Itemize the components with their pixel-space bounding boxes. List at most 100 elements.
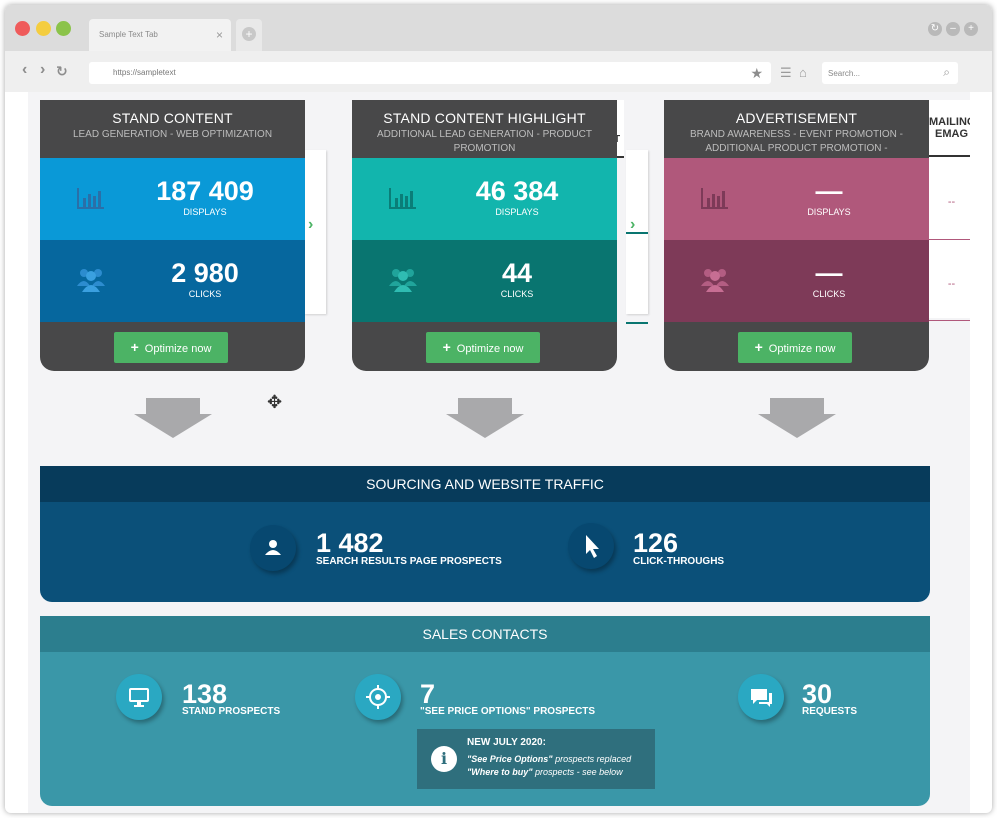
address-bar[interactable]: https://sampletext ★: [89, 62, 771, 84]
stand-prospects-label: STAND PROSPECTS: [182, 706, 281, 717]
clicks-value: 44: [501, 258, 533, 288]
displays-label: DISPLAYS: [807, 207, 851, 217]
chevron-right-icon[interactable]: ›: [630, 216, 636, 233]
tab-close-icon[interactable]: ×: [215, 28, 223, 42]
browser-toolbar: ‹ › ↻ https://sampletext ★ ☰ ⌂ Search...…: [5, 51, 992, 92]
peek-card-header-text: T: [614, 134, 621, 145]
chevron-right-icon[interactable]: ›: [308, 216, 314, 233]
clicks-band: 2 980 CLICKS: [40, 240, 305, 322]
clicks-value: 2 980: [171, 258, 239, 288]
maximize-window-button[interactable]: [56, 21, 71, 36]
new-feature-notice: i NEW JULY 2020: "See Price Options" pro…: [417, 729, 655, 789]
bookmark-star-icon[interactable]: ★: [750, 65, 763, 81]
optimize-now-button[interactable]: + Optimize now: [738, 332, 852, 363]
pointer-icon: [568, 523, 614, 569]
new-tab-button[interactable]: +: [236, 19, 262, 51]
panel-title: SOURCING AND WEBSITE TRAFFIC: [40, 466, 930, 502]
clicks-band: — CLICKS: [664, 240, 929, 322]
requests-label: REQUESTS: [802, 706, 858, 717]
forward-icon[interactable]: ›: [40, 61, 46, 78]
close-window-button[interactable]: [15, 21, 30, 36]
card-header: ADVERTISEMENT BRAND AWARENESS - EVENT PR…: [664, 100, 929, 168]
displays-label: DISPLAYS: [183, 207, 227, 217]
refresh-circle-icon[interactable]: ↻: [928, 22, 942, 36]
stand-content-highlight-card: STAND CONTENT HIGHLIGHT ADDITIONAL LEAD …: [352, 100, 617, 371]
next-card-peek[interactable]: ›: [304, 150, 326, 314]
reload-icon[interactable]: ↻: [56, 63, 68, 79]
displays-value: —: [815, 176, 843, 206]
card-header: STAND CONTENT HIGHLIGHT ADDITIONAL LEAD …: [352, 100, 617, 160]
minimize-window-button[interactable]: [36, 21, 51, 36]
optimize-now-label: Optimize now: [144, 343, 212, 355]
requests-value: 30: [802, 679, 833, 709]
optimize-now-button[interactable]: + Optimize now: [426, 332, 540, 363]
user-icon: [250, 525, 296, 571]
mailing-header-line1: MAILING: [929, 116, 970, 128]
card-header: STAND CONTENT LEAD GENERATION - WEB OPTI…: [40, 100, 305, 160]
down-arrow-icon: [758, 398, 836, 438]
card-subtitle: ADDITIONAL LEAD GENERATION - PRODUCT PRO…: [376, 129, 593, 154]
displays-value: 187 409: [156, 176, 254, 206]
users-group-icon: [77, 269, 105, 292]
users-group-icon: [389, 269, 417, 292]
sales-contacts-panel: SALES CONTACTS 138 STAND PROSPECTS 7 "SE…: [40, 616, 930, 806]
notice-title: NEW JULY 2020:: [467, 737, 546, 748]
click-throughs-label: CLICK-THROUGHS: [633, 556, 725, 567]
card-subtitle: LEAD GENERATION - WEB OPTIMIZATION: [72, 129, 273, 140]
bar-chart-icon: [701, 188, 728, 209]
displays-label: DISPLAYS: [495, 207, 539, 217]
monitor-icon: [116, 674, 162, 720]
info-icon: i: [431, 746, 457, 772]
bar-chart-icon: [389, 188, 416, 209]
tab-bar: Sample Text Tab × + ↻ – +: [5, 5, 992, 51]
url-text: https://sampletext: [113, 68, 176, 77]
target-icon: [355, 674, 401, 720]
displays-value: 46 384: [475, 176, 559, 206]
optimize-now-label: Optimize now: [456, 343, 524, 355]
card-title: ADVERTISEMENT: [735, 110, 858, 126]
card-title: STAND CONTENT HIGHLIGHT: [383, 110, 586, 126]
chat-icon: [738, 674, 784, 720]
home-icon[interactable]: ⌂: [799, 65, 807, 80]
notice-line-2-text: prospects - see below: [532, 767, 623, 777]
add-circle-icon[interactable]: +: [964, 22, 978, 36]
browser-tab[interactable]: Sample Text Tab ×: [89, 19, 231, 51]
panel-title: SALES CONTACTS: [40, 616, 930, 652]
mailing-card-peek: MAILING EMAG -- --: [929, 100, 970, 321]
displays-band: 46 384 DISPLAYS: [352, 158, 617, 240]
optimize-now-button[interactable]: + Optimize now: [114, 332, 228, 363]
price-options-value: 7: [420, 679, 436, 709]
plus-icon: +: [242, 27, 256, 41]
users-group-icon: [701, 269, 729, 292]
clicks-label: CLICKS: [500, 289, 534, 299]
displays-band: 187 409 DISPLAYS: [40, 158, 305, 240]
back-icon[interactable]: ‹: [22, 61, 28, 78]
clicks-label: CLICKS: [812, 289, 846, 299]
notice-line-2: "Where to buy" prospects - see below: [467, 767, 623, 777]
browser-window: Sample Text Tab × + ↻ – + ‹ › ↻ https://…: [5, 5, 992, 813]
down-arrow-icon: [134, 398, 212, 438]
search-input[interactable]: Search... ⌕: [822, 62, 958, 84]
notice-line-1: "See Price Options" prospects replaced: [467, 754, 631, 764]
plus-icon: +: [130, 339, 139, 355]
down-arrow-icon: [446, 398, 524, 438]
advertisement-card: ADVERTISEMENT BRAND AWARENESS - EVENT PR…: [664, 100, 929, 371]
search-placeholder: Search...: [828, 69, 861, 78]
bar-chart-icon: [77, 188, 104, 209]
prospects-label: SEARCH RESULTS PAGE PROSPECTS: [316, 556, 502, 567]
mailing-header-line2: EMAG: [935, 128, 968, 140]
notice-line-1-emphasis: "See Price Options": [467, 754, 553, 764]
mailing-clicks-value: --: [947, 278, 956, 290]
minimize-circle-icon[interactable]: –: [946, 22, 960, 36]
clicks-value: —: [815, 258, 843, 288]
mailing-displays-value: --: [947, 196, 956, 208]
click-throughs-value: 126: [633, 528, 679, 558]
stand-content-card: STAND CONTENT LEAD GENERATION - WEB OPTI…: [40, 100, 305, 371]
card-title: STAND CONTENT: [112, 110, 233, 126]
menu-icon[interactable]: ☰: [780, 65, 792, 80]
optimize-now-label: Optimize now: [768, 343, 836, 355]
clicks-band: 44 CLICKS: [352, 240, 617, 322]
prospects-value: 1 482: [316, 528, 384, 558]
page-content: › T › MAILING EMAG -- -- STAND CONTE: [28, 92, 970, 813]
clicks-label: CLICKS: [188, 289, 222, 299]
